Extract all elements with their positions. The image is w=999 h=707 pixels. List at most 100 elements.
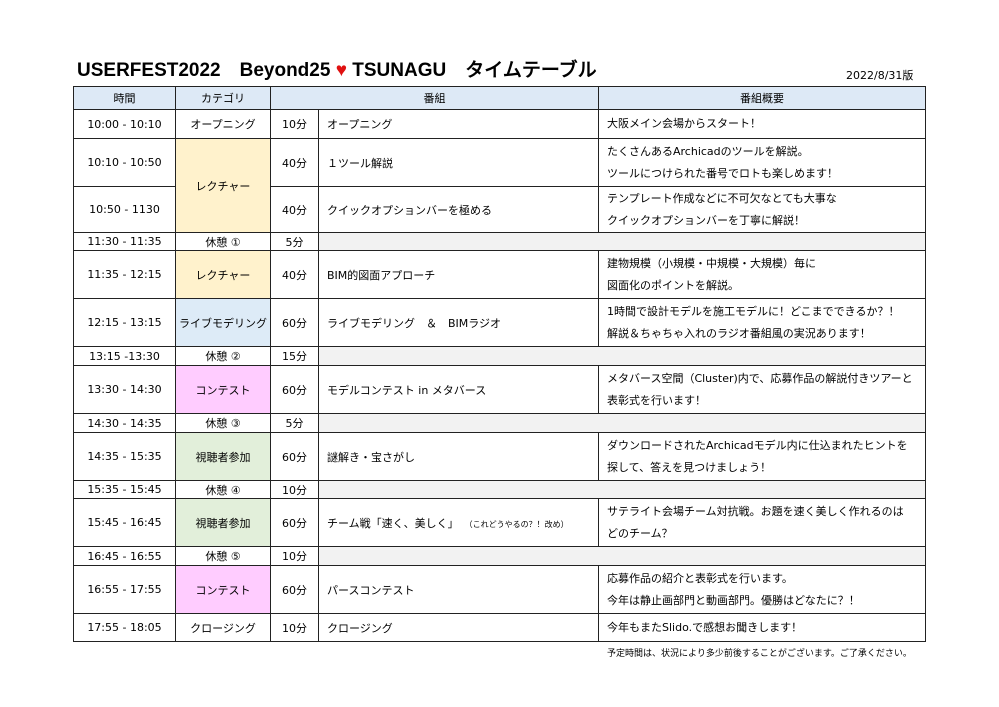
category-cell: ライブモデリング [175, 298, 271, 347]
program-title: モデルコンテスト in メタバース [327, 383, 487, 397]
time-cell: 15:45 - 16:45 [73, 498, 176, 547]
program-cell: パースコンテスト [318, 565, 599, 614]
duration-cell: 60分 [270, 432, 319, 481]
header-time: 時間 [73, 86, 176, 110]
table-row: 14:35 - 15:35 視聴者参加 60分 謎解き・宝さがし ダウンロードされたAr… [73, 432, 926, 481]
table-row: 13:30 - 14:30 コンテスト 60分 モデルコンテスト in メタバース メタ… [73, 365, 926, 414]
summary-cell: ダウンロードされたArchicadモデル内に仕込まれたヒントを 探して、答えを見… [598, 432, 926, 481]
break-row: 15:35 - 15:45 休憩 ④ 10分 [73, 480, 926, 499]
category-cell: オープニング [175, 109, 271, 139]
time-cell: 14:30 - 14:35 [73, 413, 176, 433]
category-cell: レクチャー [175, 138, 271, 233]
time-cell: 10:10 - 10:50 [73, 138, 176, 187]
time-cell: 10:50 - 1130 [73, 186, 176, 233]
table-row: 10:10 - 10:50 レクチャー 40分 １ツール解説 たくさんあるArchica… [73, 138, 926, 233]
timetable: 時間 カテゴリ 番組 番組概要 10:00 - 10:10 オープニング 10分 オー… [73, 86, 926, 642]
break-row: 11:30 - 11:35 休憩 ① 5分 [73, 232, 926, 251]
program-cell: モデルコンテスト in メタバース [318, 365, 599, 414]
duration-cell: 40分 [270, 186, 319, 233]
time-cell: 10:00 - 10:10 [73, 109, 176, 139]
duration-cell: 60分 [270, 565, 319, 614]
program-cell: ライブモデリング ＆ BIMラジオ [318, 298, 599, 347]
category-cell: 休憩 ④ [175, 480, 271, 499]
break-empty-cell [318, 546, 926, 566]
duration-cell: 15分 [270, 346, 319, 366]
time-cell: 16:55 - 17:55 [73, 565, 176, 614]
table-header: 時間 カテゴリ 番組 番組概要 [73, 86, 926, 110]
summary-cell: テンプレート作成などに不可欠なとても大事な クイックオプションバーを丁寧に解説！ [598, 186, 926, 233]
time-cell: 16:45 - 16:55 [73, 546, 176, 566]
category-cell: コンテスト [175, 365, 271, 414]
time-cell: 13:15 -13:30 [73, 346, 176, 366]
break-empty-cell [318, 232, 926, 251]
program-title: １ツール解説 [327, 156, 393, 170]
program-cell: 謎解き・宝さがし [318, 432, 599, 481]
table-row: 10:50 - 1130 40分 クイックオプションバーを極める テンプレート作成など… [73, 186, 926, 233]
summary-cell: 建物規模（小規模・中規模・大規模）毎に 図面化のポイントを解説。 [598, 250, 926, 299]
break-row: 14:30 - 14:35 休憩 ③ 5分 [73, 413, 926, 433]
title-text: TSUNAGU タイムテーブル [346, 60, 597, 81]
summary-cell: 今年もまたSlido.で感想お聞きします！ [598, 613, 926, 642]
program-title: パースコンテスト [327, 583, 415, 597]
duration-cell: 10分 [270, 480, 319, 499]
header-category: カテゴリ [175, 86, 271, 110]
page-title: USERFEST2022 Beyond25 ♥ TSUNAGU タイムテーブル [77, 55, 597, 82]
program-title: ライブモデリング ＆ BIMラジオ [327, 316, 502, 330]
program-title: BIM的図面アプローチ [327, 268, 436, 282]
summary-cell: 応募作品の紹介と表彰式を行います。 今年は静止画部門と動画部門。優勝はどなたに？… [598, 565, 926, 614]
break-empty-cell [318, 346, 926, 366]
duration-cell: 60分 [270, 298, 319, 347]
category-cell: クロージング [175, 613, 271, 642]
summary-cell: メタバース空間（Cluster)内で、応募作品の解説付きツアーと 表彰式を行いま… [598, 365, 926, 414]
category-cell: 視聴者参加 [175, 498, 271, 547]
duration-cell: 5分 [270, 413, 319, 433]
category-cell: 休憩 ⑤ [175, 546, 271, 566]
duration-cell: 10分 [270, 546, 319, 566]
duration-cell: 40分 [270, 250, 319, 299]
program-title: オープニング [327, 118, 393, 131]
table-row: 16:55 - 17:55 コンテスト 60分 パースコンテスト 応募作品の紹介と表彰式… [73, 565, 926, 614]
time-cell: 12:15 - 13:15 [73, 298, 176, 347]
category-cell: 視聴者参加 [175, 432, 271, 481]
table-row: 12:15 - 13:15 ライブモデリング 60分 ライブモデリング ＆ BIMラジ… [73, 298, 926, 347]
time-cell: 17:55 - 18:05 [73, 613, 176, 642]
duration-cell: 60分 [270, 365, 319, 414]
time-cell: 11:30 - 11:35 [73, 232, 176, 251]
break-empty-cell [318, 480, 926, 499]
program-cell: クイックオプションバーを極める [318, 186, 599, 233]
header-summary: 番組概要 [598, 86, 926, 110]
version-label: 2022/8/31版 [846, 69, 914, 82]
summary-cell: サテライト会場チーム対抗戦。お題を速く美しく作れるのは どのチーム？ [598, 498, 926, 547]
time-cell: 14:35 - 15:35 [73, 432, 176, 481]
summary-cell: 大阪メイン会場からスタート！ [598, 109, 926, 139]
duration-cell: 60分 [270, 498, 319, 547]
footnote: 予定時間は、状況により多少前後することがございます。ご了承ください。 [607, 649, 912, 659]
program-cell: チーム戦「速く、美しく」 （これどうやるの？！改め） [318, 498, 599, 547]
time-cell: 11:35 - 12:15 [73, 250, 176, 299]
category-cell: 休憩 ① [175, 232, 271, 251]
break-row: 13:15 -13:30 休憩 ② 15分 [73, 346, 926, 366]
duration-cell: 10分 [270, 109, 319, 139]
table-row: 15:45 - 16:45 視聴者参加 60分 チーム戦「速く、美しく」 （これどうやる… [73, 498, 926, 547]
time-cell: 13:30 - 14:30 [73, 365, 176, 414]
duration-cell: 5分 [270, 232, 319, 251]
program-title: 謎解き・宝さがし [327, 450, 415, 464]
table-row: 11:35 - 12:15 レクチャー 40分 BIM的図面アプローチ 建物規模（小規模… [73, 250, 926, 299]
program-cell: オープニング [318, 109, 599, 139]
summary-cell: 1時間で設計モデルを施工モデルに！どこまでできるか？！ 解説＆ちゃちゃ入れのラジ… [598, 298, 926, 347]
program-cell: BIM的図面アプローチ [318, 250, 599, 299]
heart-icon: ♥ [335, 60, 347, 81]
duration-cell: 10分 [270, 613, 319, 642]
program-title: チーム戦「速く、美しく」 [327, 516, 459, 530]
duration-cell: 40分 [270, 138, 319, 187]
break-empty-cell [318, 413, 926, 433]
program-cell: クロージング [318, 613, 599, 642]
table-row: 17:55 - 18:05 クロージング 10分 クロージング 今年もまたSlido.で… [73, 613, 926, 642]
header-program: 番組 [270, 86, 599, 110]
category-cell: 休憩 ③ [175, 413, 271, 433]
program-title: クイックオプションバーを極める [327, 203, 492, 217]
program-note: （これどうやるの？！改め） [468, 519, 569, 529]
category-cell: コンテスト [175, 565, 271, 614]
title-text: USERFEST2022 Beyond25 [77, 60, 336, 81]
program-title: クロージング [327, 621, 393, 635]
